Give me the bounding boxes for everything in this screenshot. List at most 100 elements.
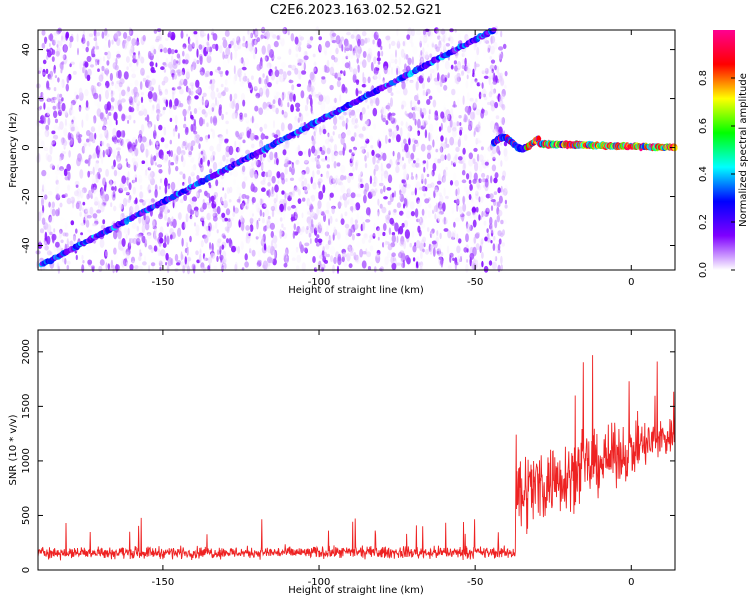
noise-blob (199, 241, 204, 247)
noise-blob (469, 252, 475, 260)
noise-blob (222, 39, 228, 49)
noise-blob (427, 36, 433, 40)
noise-blob (221, 31, 224, 40)
noise-blob (326, 253, 330, 258)
noise-blob (393, 190, 397, 198)
noise-blob (92, 222, 97, 227)
noise-blob (340, 165, 346, 174)
noise-blob (478, 91, 482, 100)
noise-blob (293, 120, 299, 128)
noise-blob (82, 216, 88, 221)
noise-blob (70, 103, 74, 107)
noise-blob (206, 192, 211, 198)
noise-blob (218, 161, 223, 167)
noise-blob (396, 262, 401, 266)
noise-blob (131, 150, 134, 156)
noise-blob (57, 164, 60, 172)
noise-blob (272, 99, 276, 105)
noise-blob (383, 173, 389, 181)
noise-blob (476, 82, 481, 87)
noise-blob (481, 67, 485, 74)
noise-blob (141, 108, 144, 114)
noise-blob (311, 32, 315, 37)
noise-blob (317, 67, 322, 76)
noise-blob (486, 36, 491, 46)
noise-blob (203, 171, 208, 177)
noise-blob (331, 206, 336, 215)
noise-blob (490, 104, 495, 112)
noise-blob (429, 69, 435, 74)
noise-blob (332, 178, 337, 188)
noise-blob (301, 171, 305, 180)
noise-blob (80, 232, 83, 236)
noise-blob (423, 36, 426, 46)
noise-blob (191, 66, 195, 73)
noise-blob (335, 47, 339, 55)
noise-blob (87, 68, 92, 77)
noise-blob (316, 100, 318, 104)
noise-blob (69, 197, 73, 202)
y-tick: -40 (21, 237, 675, 254)
noise-blob (203, 234, 209, 244)
noise-blob (326, 59, 330, 68)
noise-blob (426, 160, 429, 170)
noise-blob (344, 211, 348, 217)
noise-blob (253, 112, 256, 122)
noise-blob (471, 78, 475, 84)
noise-blob (455, 76, 460, 85)
noise-blob (407, 57, 412, 65)
noise-blob (343, 260, 348, 267)
noise-blob (316, 207, 320, 216)
noise-blob (217, 238, 222, 244)
noise-blob (275, 91, 280, 97)
noise-blob (132, 71, 136, 78)
noise-blob (54, 74, 58, 79)
noise-blob (497, 187, 502, 194)
noise-blob (131, 73, 136, 79)
noise-blob (251, 167, 255, 176)
noise-blob (270, 95, 274, 102)
noise-blob (313, 95, 317, 102)
noise-blob (265, 225, 269, 231)
noise-blob (104, 129, 109, 139)
noise-blob (57, 101, 61, 110)
noise-blob (405, 44, 408, 53)
noise-blob (341, 44, 344, 52)
noise-blob (375, 153, 381, 158)
noise-blob (457, 238, 462, 244)
noise-blob (282, 106, 286, 111)
noise-blob (118, 81, 123, 88)
noise-blob (422, 236, 427, 243)
noise-blob (72, 70, 77, 75)
noise-blob (210, 83, 215, 91)
noise-blob (157, 252, 162, 257)
noise-blob (350, 136, 355, 142)
noise-blob (298, 58, 303, 65)
noise-blob (99, 238, 105, 248)
noise-blob (252, 186, 258, 193)
noise-blob (132, 54, 137, 60)
noise-blob (211, 107, 214, 112)
noise-blob (350, 217, 354, 226)
noise-blob (267, 189, 271, 198)
noise-blob (121, 175, 127, 184)
noise-blob (58, 41, 62, 46)
noise-blob (404, 110, 407, 116)
noise-blob (288, 48, 292, 55)
noise-blob (178, 182, 182, 190)
noise-blob (311, 140, 317, 145)
noise-blob (75, 254, 78, 261)
noise-blob (233, 178, 237, 186)
noise-blob (498, 209, 503, 217)
noise-blob (279, 168, 282, 172)
noise-blob (288, 64, 293, 69)
noise-blob (187, 142, 192, 152)
noise-blob (370, 98, 374, 107)
noise-blob (468, 121, 473, 130)
noise-blob (281, 223, 284, 228)
noise-blob (329, 50, 332, 56)
noise-blob (338, 116, 342, 120)
noise-blob (66, 75, 70, 84)
noise-blob (166, 125, 171, 130)
noise-blob (217, 92, 222, 99)
